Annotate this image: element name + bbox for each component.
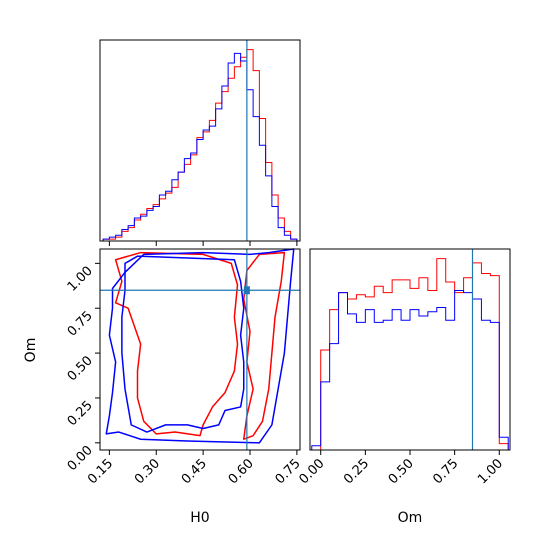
hist-om-series-1-step bbox=[311, 289, 509, 450]
contour-h0-om-series-1-contour-0 bbox=[121, 255, 245, 433]
y-axis-title-om: Om bbox=[23, 338, 39, 363]
om-histogram-panel: 0.00 0.25 0.50 0.75 1.00 bbox=[296, 248, 511, 487]
hist-om-xtick-label: 0.25 bbox=[341, 456, 372, 487]
contour-h0-om-ytick-label: 0.25 bbox=[65, 398, 96, 429]
contour-h0-om-xtick-label: 0.75 bbox=[273, 456, 304, 487]
contour-h0-om-frame bbox=[99, 248, 301, 451]
contour-h0-om-series-1-contour-1 bbox=[105, 248, 295, 444]
hist-om-xtick-label: 0.00 bbox=[296, 456, 327, 487]
contour-h0-om-xtick-label: 0.60 bbox=[226, 456, 257, 487]
contour-h0-om-xtick-label: 0.45 bbox=[179, 456, 210, 487]
hist-om-xtick-label: 0.75 bbox=[430, 456, 461, 487]
contour-h0-om-series-0-contour-0 bbox=[114, 251, 239, 437]
hist-h0-frame bbox=[99, 39, 301, 242]
contour-h0-om-ytick-label: 1.00 bbox=[65, 264, 96, 295]
hist-h0-series-1-step bbox=[102, 52, 298, 241]
hist-om-series-0-step bbox=[311, 258, 509, 451]
contour-h0-om-ytick-label: 0.75 bbox=[65, 308, 96, 339]
h0-histogram-panel bbox=[99, 39, 301, 246]
hist-om-frame bbox=[309, 248, 511, 451]
h0-om-contour-panel: 0.15 0.30 0.45 0.60 0.750.000.250.500.751.00 bbox=[65, 248, 304, 487]
contour-h0-om-xtick-label: 0.15 bbox=[85, 456, 116, 487]
contour-h0-om-xtick-label: 0.30 bbox=[132, 456, 163, 487]
hist-om-xtick-label: 1.00 bbox=[475, 456, 506, 487]
x-axis-title-h0: H0 bbox=[190, 510, 209, 526]
hist-om-xtick-label: 0.50 bbox=[386, 456, 417, 487]
contour-h0-om-truth-marker bbox=[243, 286, 250, 295]
hist-h0-series-0-step bbox=[102, 49, 298, 241]
x-axis-title-om: Om bbox=[398, 510, 423, 526]
contour-h0-om-series-0-contour-1 bbox=[243, 251, 286, 440]
contour-h0-om-ytick-label: 0.50 bbox=[65, 353, 96, 384]
